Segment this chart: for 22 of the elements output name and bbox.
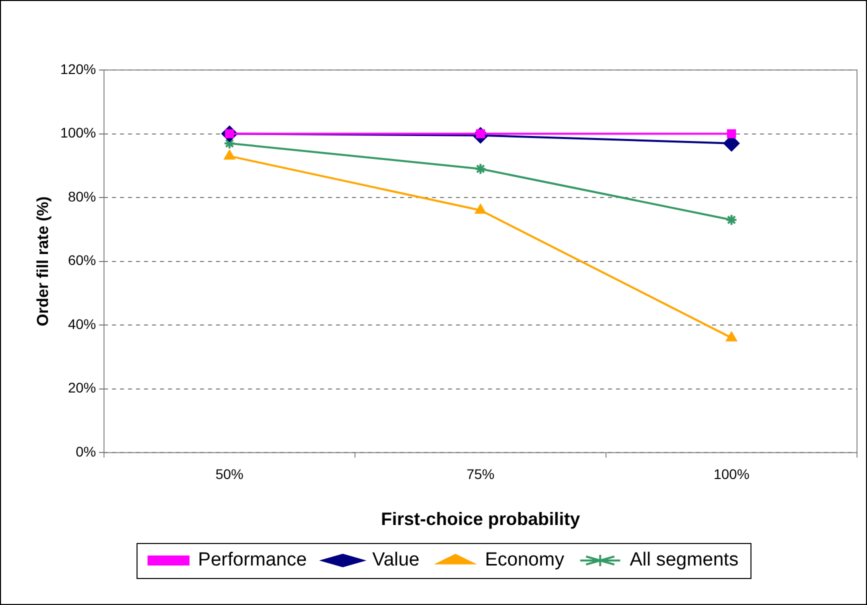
point	[726, 332, 737, 342]
legend-label: Value	[372, 550, 420, 571]
x-axis-title: First-choice probability	[380, 509, 580, 530]
point	[474, 162, 487, 175]
y-tick-label: 100%	[60, 124, 96, 141]
y-tick-label: 80%	[68, 188, 96, 204]
point	[726, 214, 738, 226]
y-tick-label: 120%	[60, 60, 96, 77]
point	[475, 204, 486, 214]
y-tick-label: 0%	[76, 443, 96, 460]
point	[224, 150, 235, 160]
y-axis-title: Order fill rate (%)	[35, 196, 52, 326]
x-tick-label: 100%	[714, 466, 750, 482]
x-tick-label: 75%	[466, 466, 495, 482]
y-tick-label: 60%	[68, 252, 96, 268]
legend-label: Economy	[484, 550, 565, 571]
x-tick-label: 50%	[215, 466, 244, 482]
legend-label: Performance	[198, 550, 307, 571]
y-tick-label: 20%	[68, 380, 96, 396]
y-tick-label: 40%	[68, 316, 96, 332]
legend-label: All segments	[630, 550, 738, 571]
point	[726, 129, 736, 138]
